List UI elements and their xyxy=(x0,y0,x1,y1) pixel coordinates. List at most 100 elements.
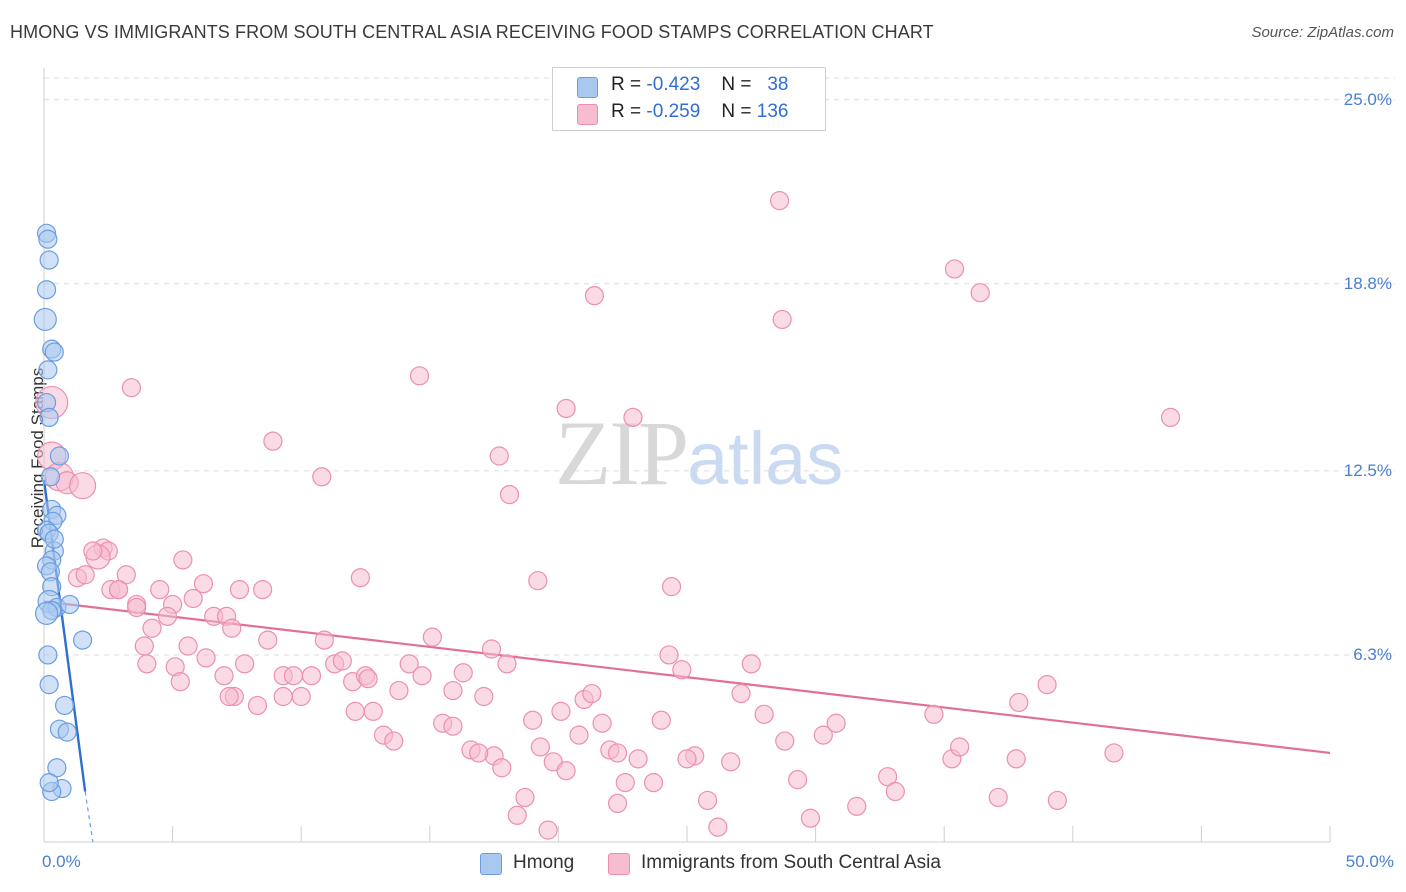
south-central-asia-point xyxy=(970,283,990,303)
south-central-asia-point xyxy=(775,731,795,751)
hmong-point xyxy=(38,360,58,380)
south-central-asia-point xyxy=(659,645,679,665)
south-central-asia-point xyxy=(492,758,512,778)
south-central-asia-point xyxy=(538,820,558,840)
legend-text-south-central-asia: R = -0.259 N = 136 xyxy=(611,101,788,123)
south-central-asia-point xyxy=(253,580,273,600)
south-central-asia-point xyxy=(628,749,648,769)
legend-r-value: -0.259 xyxy=(646,101,701,122)
south-central-asia-point xyxy=(677,749,697,769)
south-central-asia-point xyxy=(273,686,293,707)
south-central-asia-point xyxy=(358,669,378,689)
hmong-point xyxy=(57,722,77,742)
south-central-asia-point xyxy=(291,686,311,707)
south-central-asia-point xyxy=(556,761,576,781)
south-central-asia-point xyxy=(826,713,846,733)
hmong-point xyxy=(54,695,75,716)
south-central-asia-point xyxy=(178,636,198,656)
hmong-point xyxy=(39,675,59,695)
south-central-asia-point xyxy=(263,431,283,451)
south-central-asia-point xyxy=(721,752,741,772)
south-central-asia-point xyxy=(556,398,576,419)
south-central-asia-point xyxy=(754,704,774,724)
south-central-asia-point xyxy=(1037,675,1057,695)
south-central-asia-point xyxy=(878,767,898,787)
south-central-asia-point xyxy=(384,731,404,751)
hmong-point xyxy=(38,229,58,249)
chart-title: HMONG VS IMMIGRANTS FROM SOUTH CENTRAL A… xyxy=(10,22,934,42)
south-central-asia-point xyxy=(345,701,365,721)
south-central-asia-point xyxy=(453,663,473,683)
south-central-asia-point xyxy=(813,725,833,745)
hmong-point xyxy=(33,307,57,332)
south-central-asia-point xyxy=(409,366,430,386)
south-central-asia-point xyxy=(847,796,867,816)
south-central-asia-point xyxy=(219,686,239,707)
south-central-asia-point xyxy=(235,654,255,674)
south-central-asia-point xyxy=(1160,407,1181,427)
south-central-asia-point xyxy=(389,680,409,701)
south-central-asia-point xyxy=(173,550,193,570)
south-central-asia-point xyxy=(469,743,489,763)
series-legend: Hmong Immigrants from South Central Asia xyxy=(0,851,1406,879)
hmong-point xyxy=(72,630,93,650)
south-central-asia-point xyxy=(150,580,170,600)
south-central-asia-point xyxy=(772,309,792,330)
legend-n-value: 38 xyxy=(767,74,789,95)
y-tick-label: 18.8% xyxy=(1343,273,1392,293)
legend-swatch-south-central-asia xyxy=(577,104,598,125)
south-central-asia-point xyxy=(1006,749,1026,769)
south-central-asia-point xyxy=(708,817,728,837)
south-central-asia-point xyxy=(137,654,157,674)
south-central-asia-point xyxy=(142,618,162,638)
south-central-asia-point xyxy=(800,808,821,828)
south-central-asia-point xyxy=(885,781,905,802)
south-central-asia-point xyxy=(569,725,589,745)
watermark-zip: ZIP xyxy=(555,402,689,504)
south-central-asia-point xyxy=(83,541,103,561)
south-central-asia-point xyxy=(584,286,605,306)
south-central-asia-point xyxy=(422,627,442,647)
south-central-asia-point xyxy=(121,378,142,398)
hmong-point xyxy=(44,529,64,549)
south-central-asia-point xyxy=(643,773,664,793)
south-central-asia-point xyxy=(731,683,751,704)
south-central-asia-point xyxy=(530,737,550,757)
y-tick-label: 6.3% xyxy=(1353,644,1392,664)
y-tick-label: 25.0% xyxy=(1343,89,1392,109)
south-central-asia-point xyxy=(623,407,643,427)
series-south-central-asia-points xyxy=(35,191,1181,840)
south-central-asia-point xyxy=(499,485,520,505)
legend-swatch-hmong xyxy=(577,77,598,98)
south-central-asia-point xyxy=(607,743,628,763)
watermark-atlas: atlas xyxy=(687,417,844,500)
south-central-asia-point xyxy=(258,630,278,650)
south-central-asia-point xyxy=(170,672,190,692)
south-central-asia-point xyxy=(443,716,463,736)
south-central-asia-point xyxy=(399,654,419,674)
hmong-point xyxy=(49,446,70,466)
south-central-asia-point xyxy=(301,666,322,686)
south-central-asia-point xyxy=(582,683,602,704)
legend-label-south-central-asia: Immigrants from South Central Asia xyxy=(641,852,941,873)
south-central-asia-point xyxy=(787,770,808,790)
legend-label-hmong: Hmong xyxy=(513,852,575,873)
y-tick-label: 12.5% xyxy=(1343,460,1392,480)
south-central-asia-point xyxy=(672,660,692,680)
south-central-asia-point xyxy=(944,259,965,279)
south-central-asia-point xyxy=(551,701,571,721)
south-central-asia-point xyxy=(1009,692,1029,713)
south-central-asia-point xyxy=(769,191,790,211)
south-central-asia-point xyxy=(607,793,628,814)
hmong-point xyxy=(39,773,59,793)
south-central-asia-point xyxy=(697,790,718,811)
x-tick-label: 50.0% xyxy=(1345,852,1394,871)
south-central-asia-point xyxy=(126,597,147,618)
legend-swatch-hmong xyxy=(480,853,502,875)
south-central-asia-point xyxy=(134,636,154,656)
south-central-asia-point xyxy=(314,630,334,650)
south-central-asia-point xyxy=(515,787,535,808)
south-central-asia-point xyxy=(592,713,612,733)
legend-text-hmong: R = -0.423 N = 38 xyxy=(611,74,788,96)
